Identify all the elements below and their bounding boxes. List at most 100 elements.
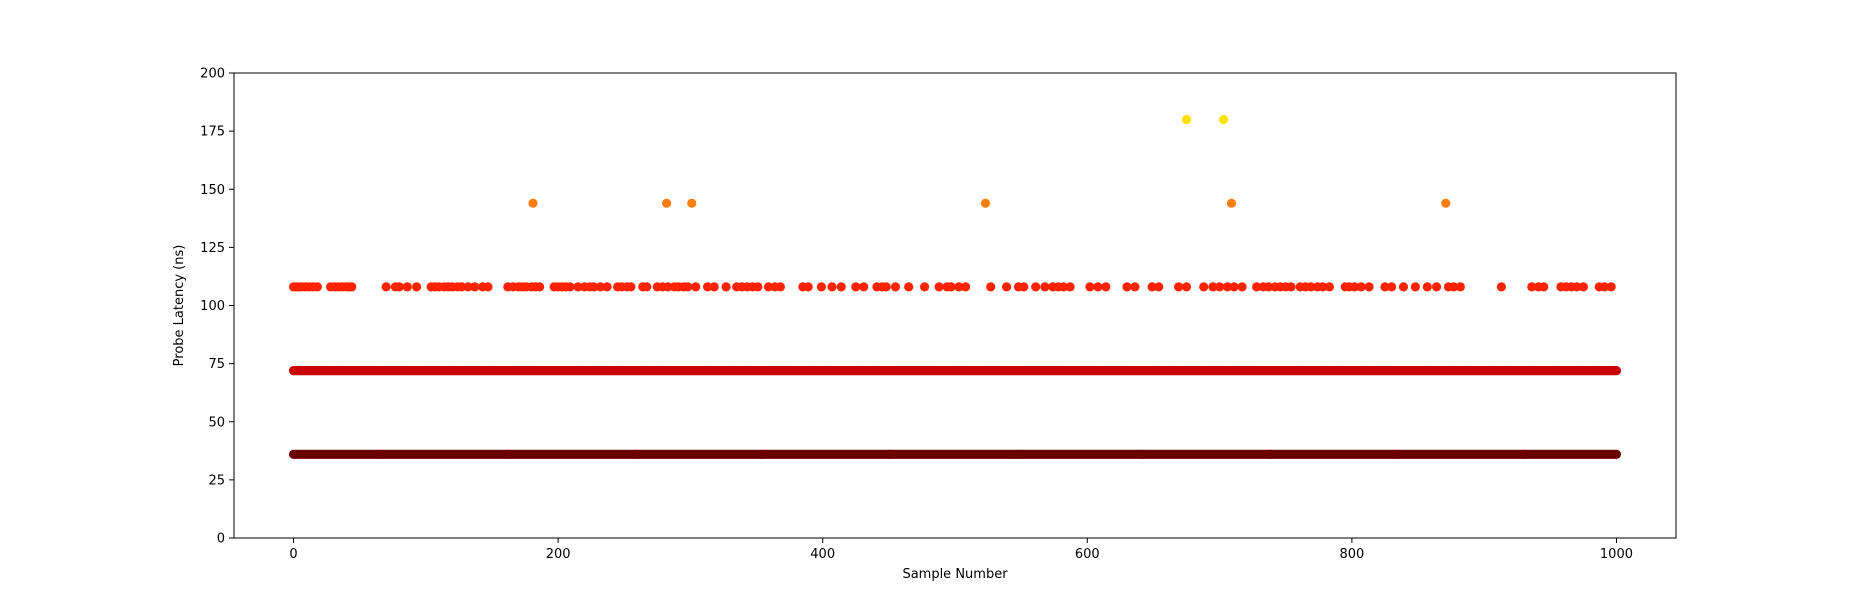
x-tick-label: 200	[546, 547, 571, 562]
series-144	[528, 198, 1451, 208]
data-point	[1599, 282, 1610, 292]
data-point	[691, 282, 701, 292]
data-point	[347, 282, 357, 292]
data-point	[411, 282, 422, 292]
data-point	[1122, 282, 1132, 292]
data-point	[565, 282, 575, 292]
data-point	[1539, 282, 1549, 292]
data-point	[1410, 282, 1420, 292]
y-tick-label: 200	[200, 67, 225, 82]
data-point	[1237, 282, 1247, 292]
data-point	[1441, 198, 1451, 208]
data-point	[1398, 282, 1409, 292]
data-point	[1181, 114, 1192, 125]
series-36	[288, 449, 1622, 459]
data-point	[1147, 282, 1157, 292]
data-point	[663, 282, 673, 292]
y-axis: 0 25 50 75 100 125 150 175 200	[200, 67, 234, 547]
data-point	[859, 282, 869, 292]
data-point	[1611, 366, 1622, 376]
data-point	[827, 282, 837, 292]
data-point	[954, 282, 964, 292]
data-point	[1208, 282, 1218, 292]
data-point	[1040, 282, 1050, 292]
data-point	[1093, 282, 1103, 292]
data-point	[919, 282, 930, 292]
x-tick-label: 800	[1339, 547, 1364, 562]
data-point	[626, 282, 636, 292]
data-point	[1085, 282, 1095, 292]
data-point	[753, 282, 763, 292]
data-point	[1019, 282, 1029, 292]
data-point	[1386, 282, 1397, 292]
y-tick-label: 0	[217, 532, 225, 547]
data-point	[1181, 282, 1192, 292]
data-point	[683, 282, 693, 292]
series-108	[288, 282, 1616, 292]
data-point	[1578, 282, 1588, 292]
data-point	[483, 282, 493, 292]
data-point	[312, 282, 322, 292]
x-axis: 0 200 400 600 800 1000	[289, 538, 1633, 562]
data-point	[1154, 282, 1164, 292]
data-point	[1431, 282, 1442, 292]
x-tick-label: 1000	[1600, 547, 1633, 562]
data-point	[1318, 282, 1328, 292]
y-tick-label: 25	[208, 473, 225, 488]
data-point	[836, 282, 846, 292]
data-point	[721, 282, 731, 292]
data-point	[1229, 282, 1239, 292]
data-point	[775, 282, 785, 292]
data-point	[763, 282, 774, 292]
data-point	[662, 198, 672, 208]
data-point	[1065, 282, 1075, 292]
data-point	[1199, 282, 1209, 292]
series-72	[288, 366, 1622, 376]
data-point	[1252, 282, 1262, 292]
y-tick-label: 125	[200, 241, 225, 256]
data-point	[1527, 282, 1537, 292]
series-180	[1181, 114, 1229, 125]
data-point	[1173, 282, 1184, 292]
data-point	[687, 198, 697, 208]
data-point	[1306, 282, 1316, 292]
y-tick-label: 75	[208, 357, 225, 372]
data-point	[1356, 282, 1366, 292]
y-tick-label: 50	[208, 415, 225, 430]
x-tick-label: 400	[810, 547, 835, 562]
data-point	[1222, 282, 1233, 292]
x-tick-label: 600	[1075, 547, 1100, 562]
y-tick-label: 175	[200, 125, 225, 140]
data-point	[1130, 282, 1140, 292]
data-point	[573, 282, 583, 292]
data-point	[1324, 282, 1334, 292]
data-point	[1218, 114, 1229, 125]
data-point	[1380, 282, 1390, 292]
data-point	[1031, 282, 1041, 292]
y-tick-label: 150	[200, 183, 225, 198]
data-point	[595, 282, 606, 292]
data-point	[1455, 282, 1465, 292]
data-point	[463, 282, 473, 292]
data-point	[589, 282, 599, 292]
data-point	[1226, 198, 1237, 208]
data-point	[1101, 282, 1111, 292]
data-point	[851, 282, 861, 292]
data-point	[456, 282, 467, 292]
y-axis-label: Probe Latency (ns)	[172, 245, 187, 367]
data-point	[986, 282, 996, 292]
data-point	[946, 282, 956, 292]
data-point	[890, 282, 901, 292]
data-point	[816, 282, 826, 292]
data-point	[1611, 449, 1622, 459]
data-point	[394, 282, 404, 292]
data-point	[1572, 282, 1582, 292]
data-point	[703, 282, 713, 292]
data-point	[980, 198, 991, 208]
data-point	[1606, 282, 1616, 292]
plot-frame	[233, 72, 1677, 539]
data-point	[1001, 282, 1012, 292]
data-point	[535, 282, 545, 292]
data-points	[288, 114, 1622, 459]
